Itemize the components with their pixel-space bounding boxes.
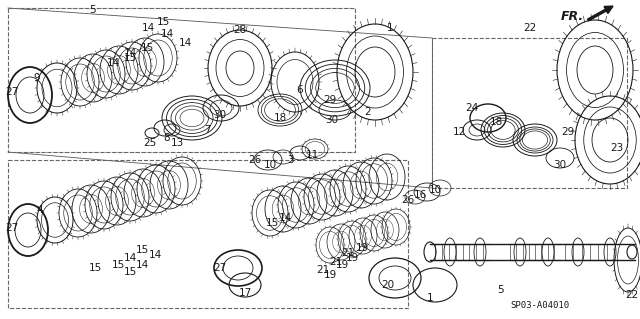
Text: 12: 12: [452, 127, 466, 137]
Text: 6: 6: [297, 85, 303, 95]
Bar: [432, 38, 627, 188]
Text: 20: 20: [381, 280, 395, 290]
Text: 14: 14: [278, 213, 292, 223]
Text: 18: 18: [273, 113, 287, 123]
Text: 30: 30: [325, 115, 339, 125]
Text: 4: 4: [36, 205, 44, 215]
Text: 29: 29: [561, 127, 575, 137]
Text: 5: 5: [497, 285, 503, 295]
Text: 19: 19: [346, 253, 358, 263]
Text: 5: 5: [90, 5, 96, 15]
Bar: [8, 160, 408, 308]
Text: 10: 10: [428, 185, 442, 195]
Text: 13: 13: [170, 138, 184, 148]
Text: 15: 15: [88, 263, 102, 273]
Text: 7: 7: [204, 125, 211, 135]
Text: 1: 1: [427, 293, 433, 303]
Text: 9: 9: [34, 73, 40, 83]
Text: 25: 25: [143, 138, 157, 148]
Text: SP03-A04010: SP03-A04010: [511, 300, 570, 309]
Text: 1: 1: [387, 23, 394, 33]
Text: 17: 17: [238, 288, 252, 298]
Text: 27: 27: [5, 87, 19, 97]
Text: 26: 26: [248, 155, 262, 165]
Text: 16: 16: [413, 190, 427, 200]
Text: 27: 27: [5, 223, 19, 233]
Text: 15: 15: [124, 267, 136, 277]
Text: 14: 14: [124, 48, 136, 58]
Text: 30: 30: [554, 160, 566, 170]
Text: 15: 15: [266, 218, 278, 228]
Text: FR.: FR.: [561, 11, 584, 24]
Text: 28: 28: [234, 25, 246, 35]
Text: 14: 14: [141, 23, 155, 33]
Text: 15: 15: [140, 43, 154, 53]
Text: 14: 14: [136, 260, 148, 270]
Text: 2: 2: [365, 107, 371, 117]
Text: 21: 21: [330, 257, 342, 267]
Text: 22: 22: [524, 23, 536, 33]
Text: 14: 14: [148, 250, 162, 260]
Text: 3: 3: [287, 155, 293, 165]
Text: 15: 15: [124, 53, 136, 63]
Text: 18: 18: [490, 117, 502, 127]
Text: 15: 15: [136, 245, 148, 255]
Text: 14: 14: [124, 253, 136, 263]
Text: 11: 11: [305, 150, 319, 160]
Text: 29: 29: [323, 95, 337, 105]
Text: 15: 15: [111, 260, 125, 270]
Text: 21: 21: [316, 265, 330, 275]
Bar: [8, 8, 355, 152]
Text: 10: 10: [264, 160, 276, 170]
Text: 14: 14: [161, 29, 173, 39]
Text: 26: 26: [401, 195, 415, 205]
Text: 8: 8: [164, 133, 170, 143]
Text: 19: 19: [355, 243, 369, 253]
Text: 14: 14: [179, 38, 191, 48]
Text: 21: 21: [341, 248, 355, 258]
Text: 22: 22: [625, 290, 639, 300]
Text: 30: 30: [213, 110, 227, 120]
Text: 23: 23: [611, 143, 623, 153]
FancyArrow shape: [588, 6, 613, 21]
Text: 24: 24: [465, 103, 479, 113]
Text: 19: 19: [323, 270, 337, 280]
Text: 14: 14: [106, 58, 120, 68]
Text: 15: 15: [156, 17, 170, 27]
Text: 27: 27: [213, 263, 227, 273]
Text: 19: 19: [335, 260, 349, 270]
